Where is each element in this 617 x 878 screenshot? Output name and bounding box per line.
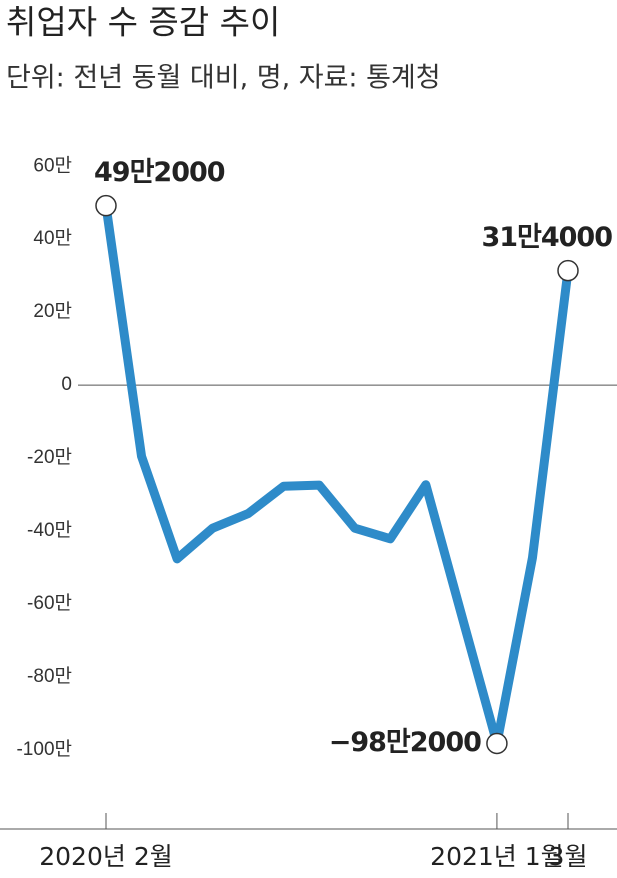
point-marker (486, 732, 508, 755)
y-tick-label: -60만 (27, 592, 72, 614)
point-marker (557, 259, 579, 282)
value-label: 49만2000 (94, 157, 225, 188)
chart-subtitle: 단위: 전년 동월 대비, 명, 자료: 통계청 (6, 63, 441, 94)
y-tick-label: -80만 (27, 665, 72, 687)
y-tick-label: 0 (61, 374, 72, 395)
x-tick-label: 2020년 2월 (39, 842, 172, 871)
x-tick-label: 3월 (549, 842, 588, 871)
value-label: 31만4000 (481, 222, 612, 253)
y-tick-label: -20만 (27, 446, 72, 468)
line (101, 205, 573, 748)
y-tick-label: 20만 (33, 300, 72, 322)
y-tick-label: 60만 (33, 154, 72, 176)
y-tick-label: -100만 (16, 738, 72, 760)
chart-title: 취업자 수 증감 추이 (6, 3, 280, 42)
x-tick-label: 2021년 1월 (430, 842, 563, 871)
y-tick-label: -40만 (27, 519, 72, 541)
point-marker (95, 194, 117, 217)
value-label: −98만2000 (329, 727, 481, 758)
y-tick-label: 40만 (33, 227, 72, 249)
